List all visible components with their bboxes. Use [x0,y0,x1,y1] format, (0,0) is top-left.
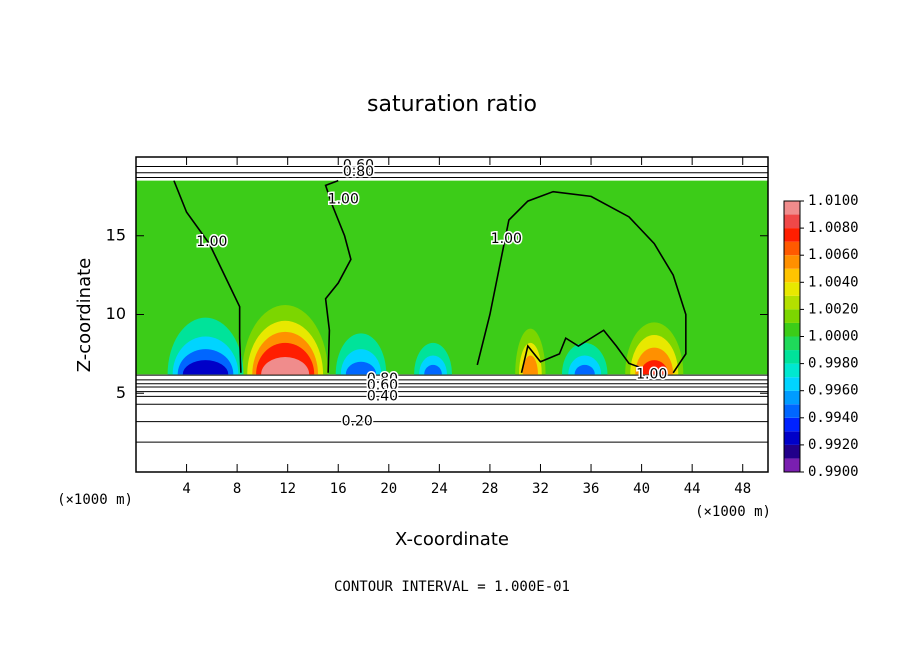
contour-label: 1.00 [328,192,359,208]
colorbar-bin [784,322,800,337]
x-tick-label: 36 [583,481,600,497]
colorbar-bin [784,390,800,405]
x-tick-label: 4 [182,481,190,497]
x-tick-label: 24 [431,481,448,497]
colorbar-label: 1.0100 [808,193,859,209]
contour-label: 0.60 [367,377,398,393]
x-axis-label: X-coordinate [395,529,509,550]
x-tick-label: 44 [684,481,701,497]
contour-line [476,190,687,374]
colorbar-label: 1.0020 [808,301,859,317]
x-unit: (×1000 m) [695,504,771,520]
y-tick-label: 10 [106,304,126,323]
contours [136,165,768,443]
field-region [515,328,546,375]
colorbar-label: 0.9900 [808,464,859,480]
colorbar-bin [784,255,800,269]
colorbar-label: 0.9940 [808,410,859,426]
colorbar-bin [784,350,800,364]
field-region [640,360,669,375]
x-unit: (×1000 m) [57,492,133,508]
footer: CONTOUR INTERVAL = 1.000E-01 [334,579,570,595]
colorbar-bin [784,444,800,459]
colorbar-bin [784,201,800,215]
colorbar-label: 0.9960 [808,383,859,399]
field-region [424,364,442,375]
colorbar-label: 1.0060 [808,247,859,263]
contour-line [324,179,352,373]
x-tick-label: 16 [330,481,347,497]
colorbar-bin [784,282,800,296]
y-tick-label: 15 [106,225,126,244]
contour-label: 1.00 [196,234,227,250]
colorbar-bin [784,431,800,445]
y-axis-label: Z-coordinate [74,258,95,373]
colorbar-bin [784,214,800,229]
x-tick-label: 48 [734,481,751,497]
contour-line [173,180,242,373]
field-region [261,357,310,375]
x-tick-label: 40 [633,481,650,497]
colorbar-label: 1.0080 [808,220,859,236]
colorbar-bin [784,228,800,242]
colorbar-label: 0.9920 [808,437,859,453]
field-region [345,361,377,375]
colorbar-label: 1.0000 [808,329,859,345]
colorbar-bin [784,295,800,310]
colorbar-bin [784,417,800,432]
colorbar-bin [784,458,800,472]
colorbar-bin [784,241,800,256]
x-tick-label: 32 [532,481,549,497]
contour-label: 0.40 [367,388,398,404]
contour-label: 0.80 [367,371,398,387]
field-region [522,355,538,375]
field-region [574,364,595,375]
colorbar-bin [784,336,800,351]
field-region [172,336,239,375]
contour-label: 0.60 [343,158,374,174]
colorbar-bin [784,404,800,418]
x-tick-label: 20 [380,481,397,497]
field-region [182,360,229,375]
field [167,305,684,375]
x-tick-label: 12 [279,481,296,497]
chart-title: saturation ratio [367,92,537,117]
x-tick-label: 8 [233,481,241,497]
colorbar-label: 1.0040 [808,274,859,290]
colorbar-bin [784,268,800,283]
contour-label: 1.00 [491,231,522,247]
colorbar-bin [784,309,800,323]
contour-label: 1.00 [636,366,667,382]
contour-label: 0.20 [342,414,373,430]
colorbar-label: 0.9980 [808,356,859,372]
contour-label: 0.80 [343,164,374,180]
x-tick-label: 28 [481,481,498,497]
y-tick-label: 5 [116,383,126,402]
colorbar-bin [784,377,800,391]
colorbar-bin [784,363,800,378]
contour-line [520,329,642,373]
